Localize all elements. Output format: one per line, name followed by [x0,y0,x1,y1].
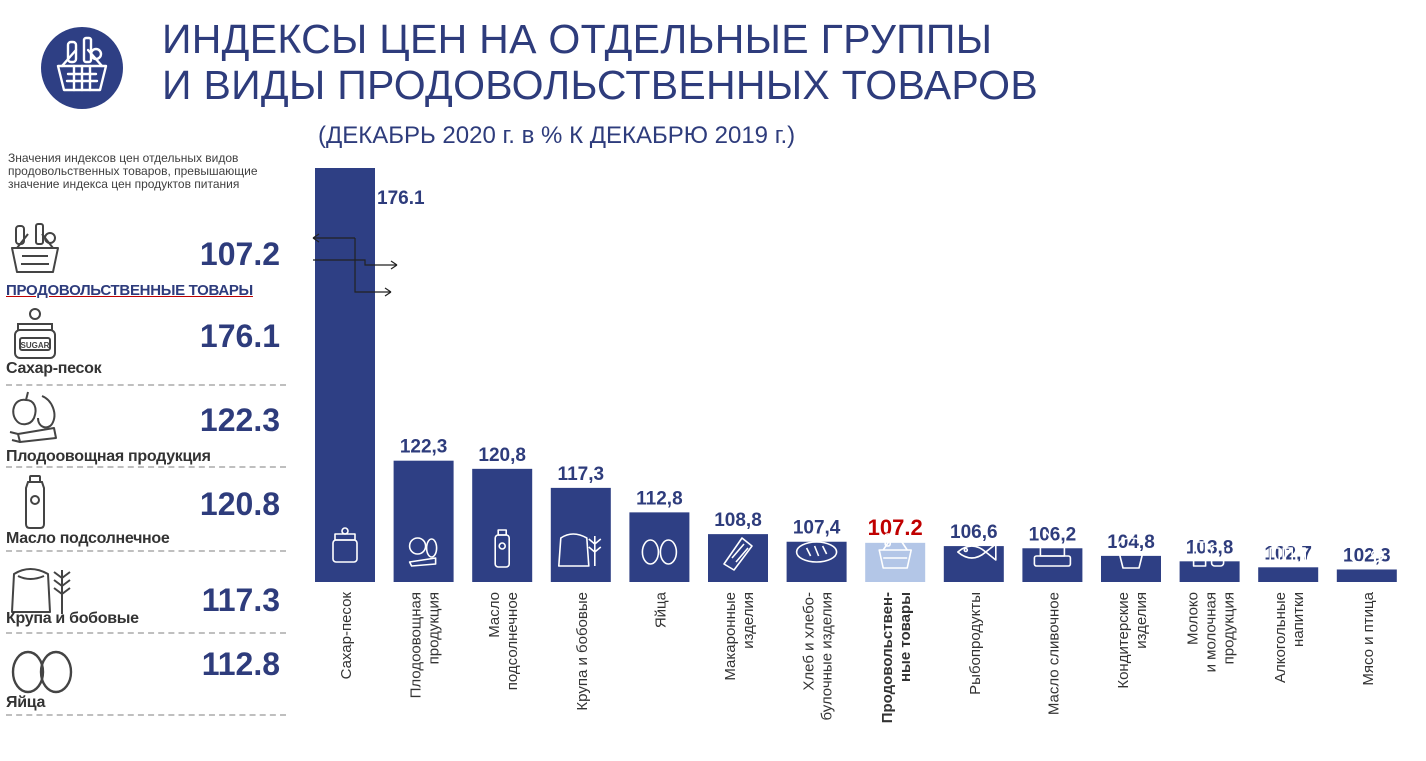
arrow-mark [313,259,398,270]
bar [708,534,768,582]
bar [943,546,1004,582]
sidebar-divider [6,632,286,634]
category-label: Маслоподсолнечное [486,592,521,690]
category-label: Крупа и бобовые [574,592,591,711]
sidebar-divider [6,384,286,386]
bar-value-label: 104,8 [1107,532,1155,553]
bar-value-label: 108,8 [714,510,762,531]
bar-value-label: 117,3 [558,464,605,485]
category-label: Молокои молочнаяпродукция [1185,592,1238,672]
sidebar-divider [6,714,286,716]
chart-subtitle: (ДЕКАБРЬ 2020 г. в % К ДЕКАБРЮ 2019 г.) [318,122,796,149]
sidebar-value: 176.1 [199,318,280,354]
sidebar-value: 122.3 [199,402,280,438]
sidebar-label: ПРОДОВОЛЬСТВЕННЫЕ ТОВАРЫ [6,282,253,299]
eggs-icon [11,650,73,694]
butter-icon [1033,531,1072,567]
grain-sack-icon [557,533,602,567]
category-label: Рыбопродукты [967,592,984,695]
bar [393,460,454,582]
category-label: Кондитерскиеизделия [1115,592,1150,689]
sidebar-item-sugar: SUGAR 176.1 Сахар-песок [6,302,286,388]
category-label: Сахар-песок [338,592,355,680]
sidebar-label: Масло подсолнечное [6,530,170,547]
category-label: Алкогольныенапитки [1272,592,1307,683]
category-label: Продовольствен-ные товары [879,592,914,723]
arrow-mark [312,233,355,243]
bar-value-label: 120,8 [478,445,526,466]
bars-layer: 176.1 Сахар-песок 122,3 Плодоовощнаяпродукц… [315,168,1397,723]
sidebar-item-eggs: 112.8 Яйца [6,636,286,718]
bar [629,512,690,582]
sidebar-item-oil: 120.8 Масло подсолнечное [6,470,286,554]
bar-value-label: 107.2 [868,515,923,540]
sugar-jar-icon [332,527,358,563]
milk-icon [1192,533,1225,567]
eggs-icon [641,539,678,565]
oil-bottle-icon [494,529,510,568]
title-line-2: И ВИДЫ ПРОДОВОЛЬСТВЕННЫХ ТОВАРОВ [162,62,1038,108]
arrow-mark [354,238,392,297]
cupcake-icon [1116,530,1146,569]
fruit-vegetable-icon [408,537,438,567]
sidebar-divider [6,466,286,468]
category-label: Макаронныеизделия [722,592,757,681]
sidebar-divider [6,550,286,552]
annotation-arrows [312,233,398,297]
basket-icon [11,223,59,273]
sidebar-item-grain: 117.3 Крупа и бобовые [6,554,286,636]
bar [1101,555,1161,582]
bar [1022,548,1083,582]
sidebar-label: Яйца [6,694,46,711]
bar-value-label: 107,4 [793,518,841,539]
fish-icon [956,543,997,561]
grain-sack-icon [11,568,71,614]
bar-value-label: 106,6 [950,522,998,543]
sidebar-note: Значения индексов цен отдельных видов пр… [8,151,258,191]
price-index-bar-chart: 176.1 Сахар-песок 122,3 Плодоовощнаяпродукц… [312,168,1397,723]
svg-text:SUGAR: SUGAR [21,341,50,350]
bar-value-label: 122,3 [400,437,448,458]
bread-icon [795,541,838,563]
pasta-icon [723,537,753,571]
bottles-icon [1269,547,1307,563]
bar [315,168,375,582]
sidebar-item-fruit: 122.3 Плодоовощная продукция [6,386,286,470]
fruit-vegetable-icon [9,391,57,443]
sidebar-value: 120.8 [199,486,280,522]
category-label: Яйца [652,591,669,628]
bar-value-label: 106,2 [1029,524,1077,545]
bar-value-label: 112,8 [636,488,683,509]
basket-logo-icon [41,27,123,109]
sidebar-value: 112.8 [201,646,280,682]
category-label: Плодоовощнаяпродукция [408,592,443,698]
basket-icon [878,533,913,569]
category-label: Мясо и птица [1360,591,1377,685]
oil-bottle-icon [25,475,45,529]
sugar-jar-icon: SUGAR [14,308,56,359]
category-label: Хлеб и хлебо-булочные изделия [801,592,836,721]
sidebar-item-food: 107.2 ПРОДОВОЛЬСТВЕННЫЕ ТОВАРЫ [6,218,286,304]
meat-icon [1350,544,1384,564]
sidebar-label: Сахар-песок [6,360,102,377]
bar [1179,561,1240,582]
sidebar-value: 117.3 [201,582,280,618]
page-title: ИНДЕКСЫ ЦЕН НА ОТДЕЛЬНЫЕ ГРУППЫ И ВИДЫ П… [162,16,1038,108]
sidebar-label: Плодоовощная продукция [6,448,211,465]
sidebar-value: 107.2 [199,236,280,272]
bar [1336,569,1397,582]
bar [472,468,533,582]
title-line-1: ИНДЕКСЫ ЦЕН НА ОТДЕЛЬНЫЕ ГРУППЫ [162,16,993,62]
bar-value-label: 176.1 [377,188,425,209]
category-label: Масло сливочное [1045,592,1062,715]
bar [865,542,926,582]
bar [1258,567,1319,582]
sidebar-label: Крупа и бобовые [6,610,139,627]
